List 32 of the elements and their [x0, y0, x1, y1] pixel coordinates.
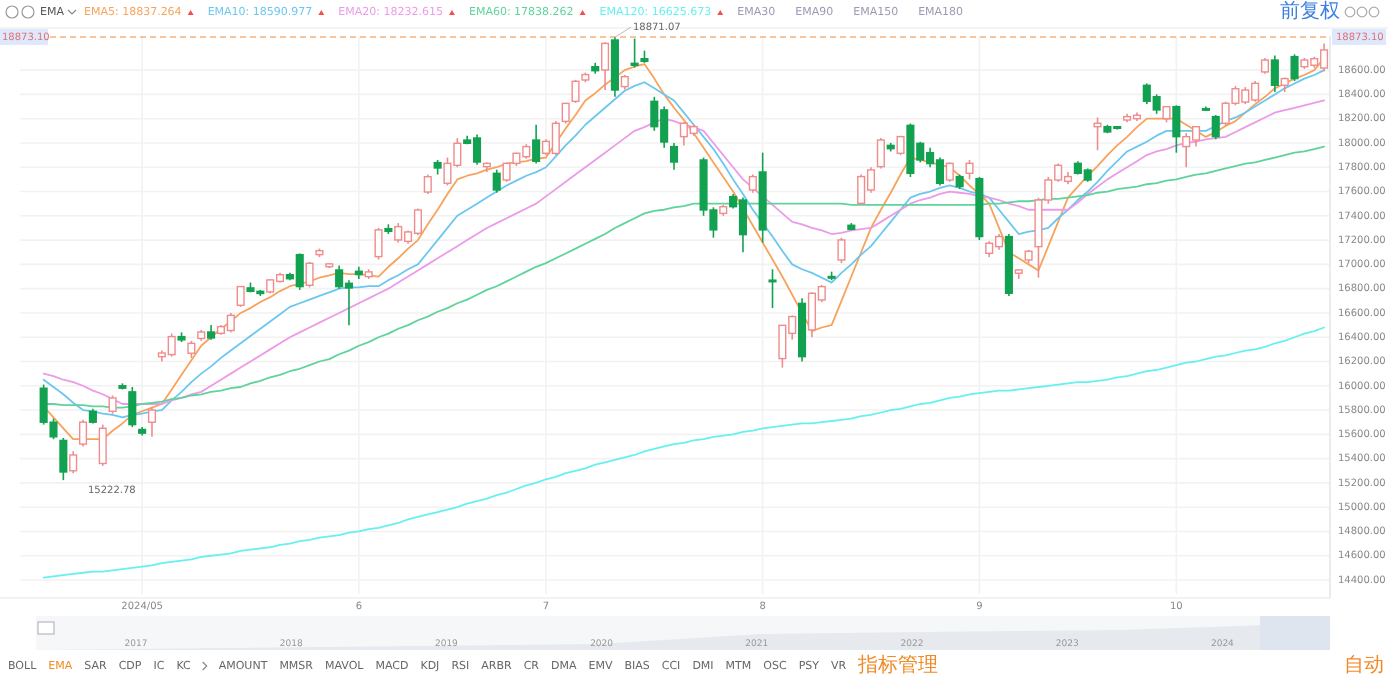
- candlestick: [630, 37, 639, 69]
- candlestick: [78, 418, 88, 448]
- candlestick: [571, 79, 580, 104]
- candlestick: [1093, 116, 1102, 152]
- candlestick: [532, 123, 541, 165]
- candlestick: [1270, 54, 1279, 93]
- candlestick: [108, 394, 117, 415]
- candlestick: [601, 41, 610, 91]
- candlestick: [98, 423, 107, 467]
- candlestick: [147, 406, 157, 438]
- candlestick: [69, 450, 78, 474]
- candlestick: [837, 236, 846, 264]
- candlestick: [492, 168, 501, 194]
- line-series: [42, 326, 1325, 579]
- candlestick: [945, 161, 954, 183]
- candlestick: [423, 173, 432, 195]
- candlestick: [374, 227, 383, 261]
- candlestick: [59, 437, 68, 481]
- text: 指标管理: [856, 653, 939, 678]
- candlestick: [1172, 104, 1181, 154]
- candlestick: [748, 173, 757, 194]
- text: 自动: [1344, 653, 1384, 678]
- candlestick: [965, 159, 974, 181]
- candlestick: [768, 268, 777, 309]
- candlestick: [669, 142, 679, 171]
- candlestick: [1290, 53, 1299, 82]
- candlestick: [876, 137, 885, 170]
- candlestick: [236, 285, 245, 308]
- candlestick: [1211, 114, 1220, 141]
- candlestick: [128, 386, 137, 428]
- text: 前复权: [1280, 0, 1340, 24]
- candlestick: [305, 261, 314, 289]
